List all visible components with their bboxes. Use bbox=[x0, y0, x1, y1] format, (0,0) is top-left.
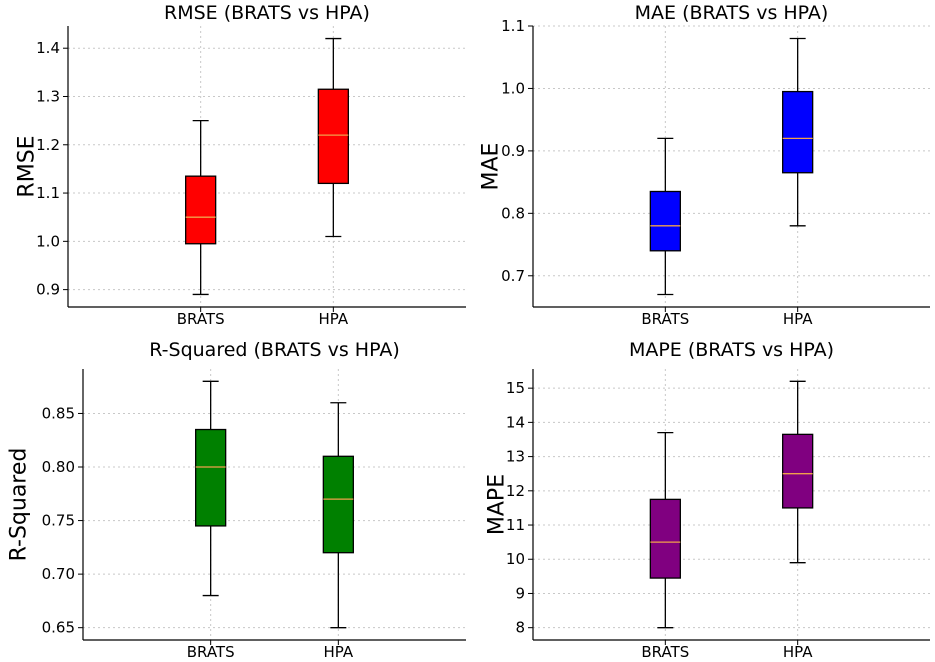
box-brats bbox=[195, 380, 227, 597]
chart-panel-2: 0.7 0.8 0.9 1.0 1.1 BRATS HPA MAE (BRATS vs HPA… bbox=[479, 2, 930, 328]
y-tick-label: 13 bbox=[506, 448, 525, 466]
chart-panel-1: 0.9 1.0 1.1 1.2 1.3 1.4 BRATS HPA RMSE (BRATS vs… bbox=[15, 2, 466, 328]
x-tick-label: BRATS bbox=[641, 643, 689, 661]
x-tick-label: BRATS bbox=[641, 310, 689, 328]
chart-panel-4: 8 9 10 11 12 13 14 15 BRATS HPA MAPE (BRATS vs HPA… bbox=[485, 339, 930, 661]
y-tick-label: 1.2 bbox=[36, 136, 60, 154]
y-tick-label: 0.9 bbox=[36, 281, 60, 299]
x-tick-label: BRATS bbox=[177, 310, 225, 328]
chart-title: MAPE (BRATS vs HPA) bbox=[629, 339, 834, 361]
iqr-box bbox=[782, 433, 814, 509]
y-tick-label: 9 bbox=[515, 584, 525, 602]
y-tick-label: 8 bbox=[515, 619, 525, 637]
x-tick-label: BRATS bbox=[187, 643, 235, 661]
box-hpa bbox=[322, 402, 354, 629]
y-tick-label: 15 bbox=[506, 379, 525, 397]
y-axis-label: MAE bbox=[479, 143, 504, 191]
y-tick-label: 1.1 bbox=[501, 17, 525, 35]
iqr-box bbox=[649, 498, 681, 579]
y-tick-label: 0.7 bbox=[501, 267, 525, 285]
x-tick-label: HPA bbox=[324, 643, 354, 661]
x-tick-label: HPA bbox=[319, 310, 349, 328]
y-tick-label: 1.0 bbox=[501, 79, 525, 97]
x-tick-label: HPA bbox=[783, 310, 813, 328]
y-tick-label: 14 bbox=[506, 413, 525, 431]
box-hpa bbox=[317, 37, 349, 238]
box-brats bbox=[185, 119, 217, 296]
y-tick-label: 0.70 bbox=[42, 565, 75, 583]
y-axis-label: RMSE bbox=[15, 135, 40, 197]
box-brats bbox=[649, 137, 681, 296]
iqr-box bbox=[195, 428, 227, 527]
iqr-box bbox=[649, 190, 681, 252]
iqr-box bbox=[185, 175, 217, 245]
y-tick-label: 0.65 bbox=[42, 619, 75, 637]
y-tick-label: 11 bbox=[506, 516, 525, 534]
y-tick-label: 1.0 bbox=[36, 232, 60, 250]
chart-title: MAE (BRATS vs HPA) bbox=[635, 2, 829, 24]
y-tick-label: 10 bbox=[506, 550, 525, 568]
chart-title: R-Squared (BRATS vs HPA) bbox=[149, 339, 400, 361]
x-tick-label: HPA bbox=[783, 643, 813, 661]
iqr-box bbox=[782, 90, 814, 174]
chart-panel-3: 0.65 0.70 0.75 0.80 0.85 BRATS HPA R-Squared (B… bbox=[7, 339, 466, 661]
y-tick-label: 0.85 bbox=[42, 404, 75, 422]
box-brats bbox=[649, 431, 681, 629]
y-tick-label: 0.8 bbox=[501, 204, 525, 222]
y-tick-label: 1.3 bbox=[36, 87, 60, 105]
iqr-box bbox=[317, 88, 349, 185]
y-axis-label: R-Squared bbox=[7, 448, 32, 562]
box-hpa bbox=[782, 37, 814, 227]
y-axis-label: MAPE bbox=[485, 474, 510, 535]
chart-title: RMSE (BRATS vs HPA) bbox=[164, 2, 370, 24]
iqr-box bbox=[322, 455, 354, 554]
y-tick-label: 0.9 bbox=[501, 142, 525, 160]
y-tick-label: 12 bbox=[506, 482, 525, 500]
y-tick-label: 0.80 bbox=[42, 458, 75, 476]
box-hpa bbox=[782, 380, 814, 564]
y-tick-label: 1.4 bbox=[36, 39, 60, 57]
y-tick-label: 1.1 bbox=[36, 184, 60, 202]
y-tick-label: 0.75 bbox=[42, 512, 75, 530]
